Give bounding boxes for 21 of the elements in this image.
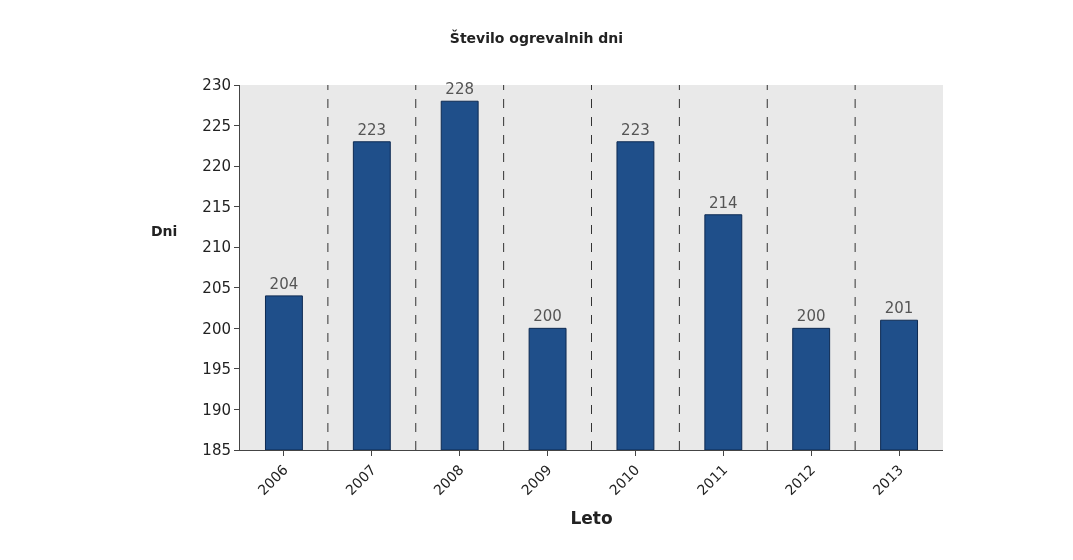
chart-title: Število ogrevalnih dni [449, 29, 624, 47]
data-label: 214 [708, 193, 738, 212]
y-tick-label: 190 [202, 400, 231, 419]
y-tick-label: 185 [202, 441, 231, 460]
y-tick-label: 230 [202, 76, 231, 95]
x-axis-title: Leto [570, 508, 613, 529]
y-tick-label: 200 [202, 319, 231, 338]
data-label: 223 [357, 120, 387, 139]
y-tick-label: 205 [202, 279, 231, 298]
y-tick-label: 215 [202, 197, 231, 216]
data-label: 228 [445, 80, 475, 99]
data-label: 200 [796, 307, 826, 326]
y-tick-label: 225 [202, 116, 231, 135]
data-label: 223 [621, 120, 650, 139]
data-label: 200 [533, 307, 562, 326]
y-axis-title: Dni [151, 223, 178, 239]
y-tick-label: 210 [202, 238, 231, 257]
data-label: 201 [884, 299, 914, 318]
data-label: 204 [269, 274, 299, 293]
y-tick-label: 220 [202, 157, 231, 176]
y-tick-label: 195 [202, 360, 231, 379]
